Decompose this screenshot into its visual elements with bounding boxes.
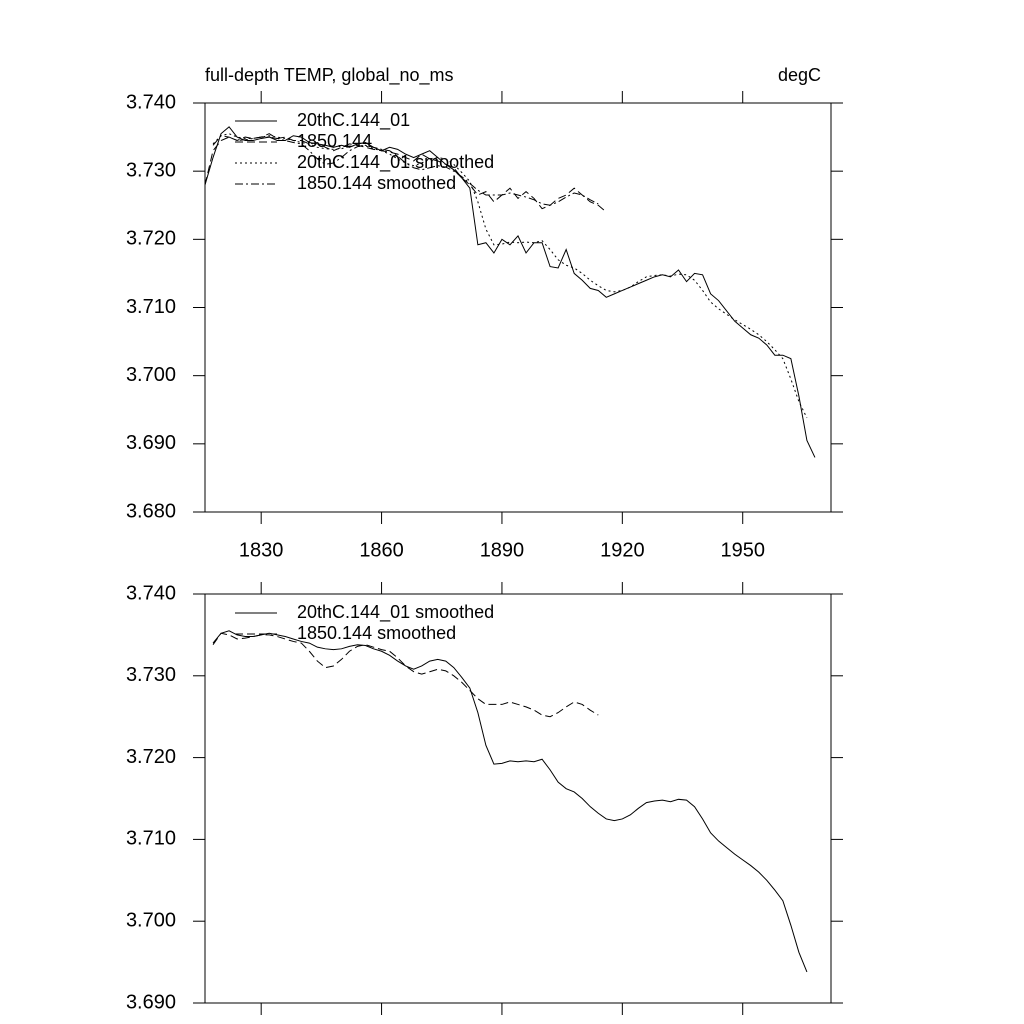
y-tick-label: 3.720 (126, 746, 176, 768)
data-line (212, 632, 599, 718)
y-tick-label: 3.730 (126, 159, 176, 181)
legend-label: 1850.144 smoothed (297, 173, 456, 193)
y-tick-label: 3.680 (126, 500, 176, 522)
legend-label: 20thC.144_01 (297, 110, 410, 131)
legend-label: 1850.144 smoothed (297, 623, 456, 643)
data-line (204, 133, 607, 213)
y-tick-label: 3.740 (126, 582, 176, 604)
data-line (204, 126, 816, 458)
y-tick-label: 3.700 (126, 364, 176, 386)
units-label: degC (778, 65, 821, 85)
chart-title: full-depth TEMP, global_no_ms (205, 65, 453, 86)
legend-label: 20thC.144_01 smoothed (297, 602, 494, 623)
legend-label: 1850.144 (297, 131, 372, 151)
y-tick-label: 3.730 (126, 664, 176, 686)
x-tick-label: 1920 (600, 539, 645, 561)
y-tick-label: 3.720 (126, 228, 176, 250)
plot-frame (204, 593, 832, 1004)
legend-label: 20thC.144_01 smoothed (297, 152, 494, 173)
y-tick-label: 3.710 (126, 296, 176, 318)
y-tick-label: 3.700 (126, 909, 176, 931)
x-tick-label: 1950 (720, 539, 765, 561)
y-tick-label: 3.690 (126, 432, 176, 454)
data-line (212, 135, 599, 206)
y-tick-label: 3.710 (126, 828, 176, 850)
x-tick-label: 1890 (480, 539, 525, 561)
y-tick-label: 3.740 (126, 91, 176, 113)
y-tick-label: 3.690 (126, 991, 176, 1013)
x-tick-label: 1860 (359, 539, 404, 561)
x-tick-label: 1830 (239, 539, 284, 561)
data-line (212, 630, 808, 973)
